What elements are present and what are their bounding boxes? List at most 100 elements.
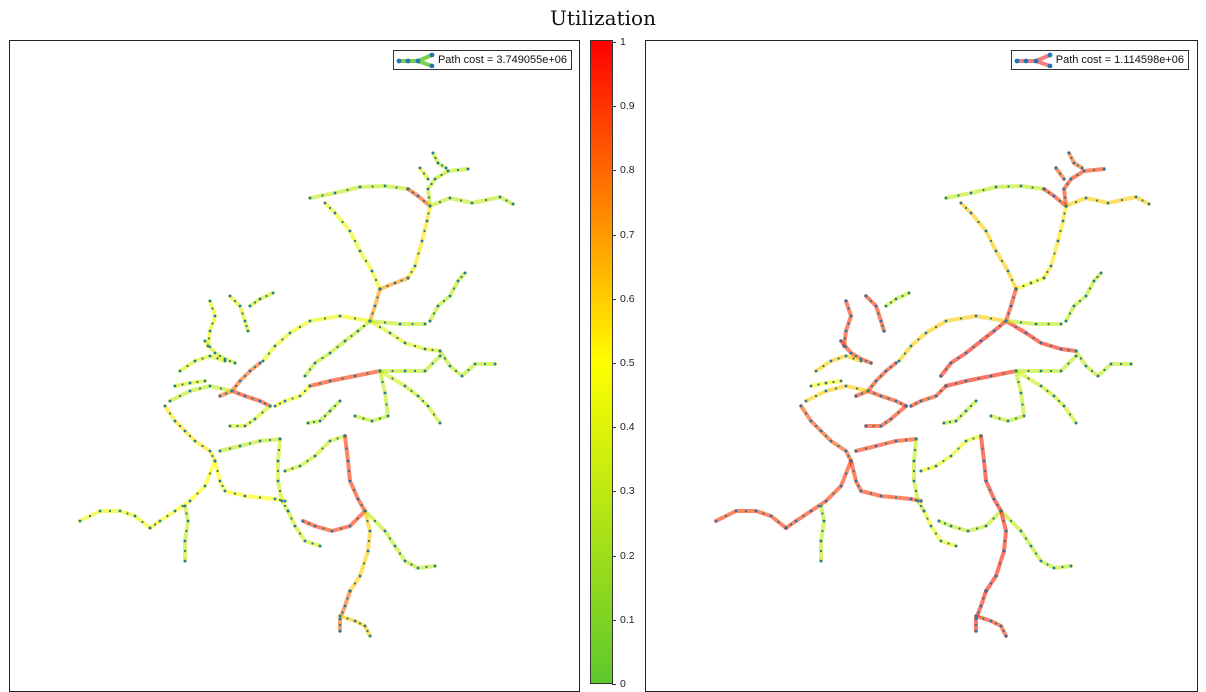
network-node <box>998 324 1002 328</box>
legend-sample-icon <box>1014 52 1053 68</box>
network-edge <box>406 204 432 280</box>
network-node <box>992 329 996 333</box>
network-node <box>1092 279 1096 283</box>
network-node <box>358 249 362 253</box>
network-node <box>166 514 169 518</box>
network-node <box>879 494 883 498</box>
network-node <box>874 444 878 448</box>
network-node <box>1056 239 1060 243</box>
network-node <box>448 196 452 200</box>
network-node <box>1147 202 1151 206</box>
network-node <box>934 464 938 468</box>
network-node <box>428 204 432 208</box>
network-node <box>984 589 988 593</box>
network-node <box>969 404 973 408</box>
network-node <box>860 392 864 395</box>
network-node <box>328 351 332 355</box>
network-edge <box>213 459 287 503</box>
network-node <box>426 177 430 181</box>
network-node <box>1058 199 1062 203</box>
network-node <box>308 319 312 323</box>
network-node <box>168 412 172 415</box>
network-node <box>1099 271 1103 275</box>
network-node <box>1039 384 1043 388</box>
network-node <box>425 219 429 223</box>
colorbar-tick <box>612 363 616 364</box>
network-node <box>934 532 938 535</box>
network-node <box>1012 296 1015 299</box>
network-node <box>273 404 277 408</box>
network-node <box>336 345 339 349</box>
network-node <box>243 394 247 398</box>
network-node <box>413 344 417 348</box>
network-node <box>1046 389 1049 393</box>
network-node <box>1057 399 1061 403</box>
network-node <box>366 519 369 523</box>
network-edge <box>78 509 152 530</box>
network-node <box>333 211 337 215</box>
network-node <box>186 364 189 368</box>
network-node <box>989 374 993 378</box>
network-node <box>208 329 212 333</box>
network-node <box>884 369 888 373</box>
network-node <box>307 522 311 525</box>
network-node <box>410 270 413 274</box>
network-node <box>1009 304 1013 308</box>
network-node <box>982 597 985 600</box>
network-node <box>185 512 188 515</box>
network-node <box>213 314 217 318</box>
network-node <box>1029 544 1033 548</box>
network-node <box>346 459 350 463</box>
network-node <box>353 239 357 243</box>
network-node <box>1006 419 1010 423</box>
network-node <box>208 449 212 453</box>
network-node <box>498 195 502 199</box>
network-node <box>371 312 374 315</box>
network-node <box>347 469 351 473</box>
colorbar-tick <box>612 491 616 493</box>
network-node <box>353 374 357 378</box>
network-node <box>1047 322 1050 326</box>
right-legend-label: Path cost = 1.114598e+06 <box>1055 54 1184 66</box>
network-node <box>286 509 290 513</box>
network-node <box>1119 362 1123 366</box>
network-node <box>406 187 410 191</box>
network-node <box>849 351 853 355</box>
network-node <box>1032 336 1035 340</box>
network-node <box>949 524 953 528</box>
network-node <box>348 589 352 593</box>
network-node <box>1069 564 1073 568</box>
network-node <box>814 394 818 398</box>
network-node <box>1068 312 1072 315</box>
network-edge <box>854 437 918 453</box>
network-node <box>271 291 275 295</box>
network-node <box>942 421 946 425</box>
network-node <box>318 544 322 548</box>
network-node <box>1049 369 1053 373</box>
network-node <box>426 187 430 191</box>
network-node <box>894 399 898 403</box>
network-node <box>343 604 347 608</box>
network-node <box>366 629 369 633</box>
network-node <box>870 384 874 388</box>
network-node <box>363 624 367 628</box>
network-node <box>198 387 202 390</box>
network-node <box>188 381 192 385</box>
network-node <box>996 503 999 507</box>
network-node <box>436 161 440 165</box>
colorbar: 0 0.1 0.2 0.3 0.4 0.5 0.6 0.7 0.8 0.9 1 <box>590 36 635 690</box>
network-node <box>261 359 265 363</box>
network-node <box>448 364 452 368</box>
network-node <box>348 229 352 233</box>
network-node <box>1092 168 1096 172</box>
network-node <box>348 524 352 528</box>
network-node <box>258 439 262 443</box>
network-node <box>814 424 818 428</box>
right-legend: Path cost = 1.114598e+06 <box>1010 50 1189 70</box>
network-edge <box>1064 195 1151 208</box>
network-node <box>912 459 916 463</box>
network-node <box>1095 199 1099 202</box>
network-edge <box>306 399 342 425</box>
network-node <box>243 494 247 498</box>
network-edge <box>937 509 1003 533</box>
